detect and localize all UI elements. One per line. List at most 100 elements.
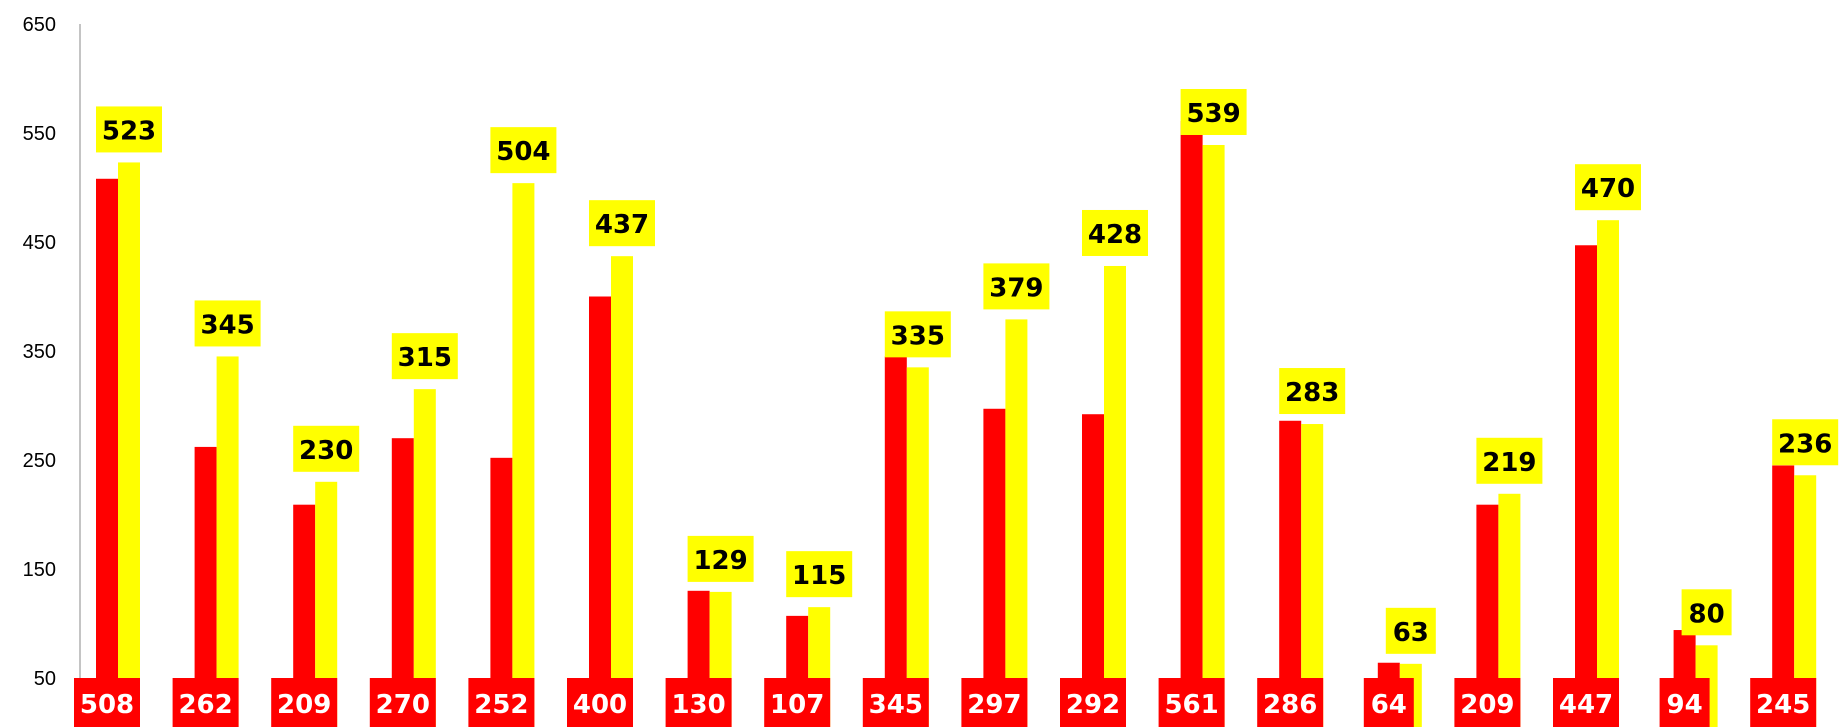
data-label-yellow-bg (293, 425, 360, 472)
bar-yellow (1202, 144, 1225, 727)
bar-red (1180, 121, 1203, 727)
data-label-yellow-bg (391, 333, 458, 380)
data-label-red: 209 (277, 690, 331, 720)
data-label-red: 561 (1164, 690, 1218, 720)
data-label-red-bg (764, 678, 831, 727)
data-label-red: 130 (671, 690, 725, 720)
data-label-yellow: 80 (1689, 599, 1725, 629)
data-label-yellow: 428 (1088, 220, 1142, 250)
data-label-yellow-bg (1082, 209, 1148, 256)
data-label-red: 64 (1371, 690, 1407, 720)
data-label-red-bg (1553, 678, 1619, 727)
bar-yellow (512, 183, 535, 727)
bars-group (96, 121, 1817, 727)
data-label-red: 270 (376, 690, 430, 720)
data-label-red-bg (468, 678, 535, 727)
data-label-yellow: 230 (299, 436, 353, 466)
data-label-red: 400 (573, 690, 627, 720)
bar-red (1575, 245, 1597, 727)
bar-red (293, 504, 316, 727)
y-axis-ticks: 50 150 250 350 450 550 650 (23, 14, 56, 690)
data-label-red: 292 (1066, 690, 1120, 720)
data-label-red-bg (1454, 678, 1521, 727)
data-label-yellow: 345 (200, 310, 254, 340)
data-label-yellow-bg (589, 200, 655, 247)
bar-yellow (1104, 265, 1126, 727)
bar-red (96, 178, 118, 727)
data-label-yellow-bg (490, 127, 557, 174)
data-label-red-bg (1750, 678, 1817, 727)
data-label-yellow: 236 (1778, 429, 1832, 459)
y-tick-label: 250 (23, 450, 56, 472)
data-label-red-bg (1659, 678, 1710, 727)
data-label-red: 508 (80, 690, 134, 720)
data-label-yellow-bg (1279, 368, 1346, 415)
data-label-yellow-bg (1575, 164, 1641, 211)
bar-red (194, 446, 217, 727)
data-label-red-bg (271, 678, 338, 727)
bar-red (490, 457, 513, 727)
data-label-yellow-bg (687, 535, 754, 582)
data-label-yellow: 219 (1482, 448, 1536, 478)
data-label-red: 345 (869, 690, 923, 720)
bar-red (1082, 414, 1104, 727)
y-tick-label: 50 (34, 668, 56, 690)
data-label-yellow: 523 (102, 116, 156, 146)
data-label-red-bg (1060, 678, 1126, 727)
data-label-yellow-bg (1385, 607, 1436, 654)
bar-yellow (1005, 319, 1028, 727)
data-label-yellow-bg (884, 311, 951, 358)
data-label-red: 252 (474, 690, 528, 720)
data-label-yellow-bg (1681, 589, 1732, 636)
bar-red (1279, 420, 1302, 727)
y-tick-label: 450 (23, 232, 56, 254)
bar-yellow (611, 256, 633, 727)
y-tick-label: 350 (23, 341, 56, 363)
y-tick-label: 650 (23, 14, 56, 36)
data-label-red-bg (1158, 678, 1225, 727)
data-label-red: 94 (1667, 690, 1703, 720)
data-label-red-bg (1363, 678, 1414, 727)
data-label-red: 245 (1756, 690, 1810, 720)
data-label-yellow: 504 (496, 137, 550, 167)
bar-red (589, 296, 611, 727)
bar-red (983, 408, 1006, 727)
data-label-yellow: 115 (792, 561, 846, 591)
bar-red (391, 438, 414, 727)
data-label-yellow-bg (194, 300, 261, 347)
data-label-yellow-bg (1476, 437, 1543, 484)
data-label-red: 286 (1263, 690, 1317, 720)
data-label-yellow: 129 (693, 546, 747, 576)
bar-yellow (906, 367, 929, 727)
data-label-red-bg (862, 678, 929, 727)
data-labels-group: 523 508 345 262 230 209 315 270 504 252 437 400 129 1… (74, 88, 1839, 727)
bar-red (1476, 504, 1499, 727)
data-label-yellow: 315 (398, 343, 452, 373)
data-label-red-bg (369, 678, 436, 727)
bar-yellow (1794, 475, 1817, 727)
data-label-red: 262 (178, 690, 232, 720)
data-label-red: 447 (1559, 690, 1613, 720)
y-tick-label: 150 (23, 559, 56, 581)
data-label-yellow-bg (786, 551, 853, 598)
data-label-red-bg (961, 678, 1028, 727)
bar-yellow (216, 356, 239, 727)
data-label-yellow: 379 (989, 273, 1043, 303)
data-label-yellow: 470 (1581, 174, 1635, 204)
data-label-yellow: 437 (595, 210, 649, 240)
data-label-yellow-bg (96, 106, 162, 153)
data-label-red-bg (665, 678, 732, 727)
data-label-yellow-bg (983, 263, 1050, 310)
bar-red (884, 356, 907, 727)
data-label-red: 107 (770, 690, 824, 720)
bar-yellow (1301, 424, 1324, 727)
bar-red (1772, 465, 1795, 727)
data-label-red-bg (74, 678, 140, 727)
data-label-yellow-bg (1772, 419, 1839, 466)
data-label-red-bg (567, 678, 633, 727)
data-label-yellow-bg (1180, 88, 1247, 135)
bar-yellow (1498, 493, 1521, 727)
data-label-red: 297 (967, 690, 1021, 720)
data-label-yellow: 63 (1393, 618, 1429, 648)
